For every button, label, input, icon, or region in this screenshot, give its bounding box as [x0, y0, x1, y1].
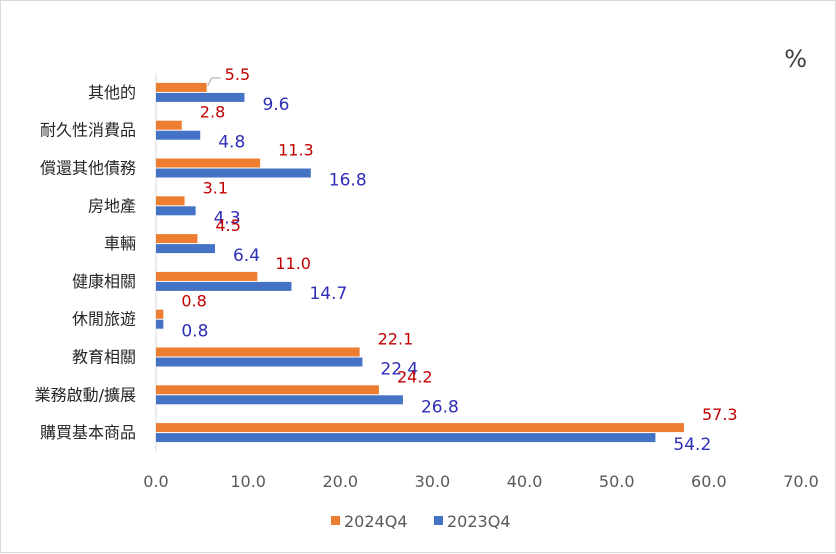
data-label-2024q4: 11.3	[278, 141, 314, 160]
category-label: 其他的	[88, 83, 136, 102]
bar-2023q4	[156, 433, 656, 443]
legend-label-2024q4: 2024Q4	[344, 512, 408, 531]
data-label-2023q4: 16.8	[329, 171, 367, 191]
unit-label: %	[784, 45, 807, 73]
data-label-2023q4: 14.7	[309, 284, 347, 304]
category-label: 車輛	[104, 234, 136, 253]
bar-2023q4	[156, 92, 245, 102]
bar-2023q4	[156, 319, 164, 329]
x-tick-label: 50.0	[599, 472, 635, 491]
x-tick-label: 20.0	[322, 472, 358, 491]
data-label-2024q4: 22.1	[378, 330, 414, 349]
bar-2024q4	[156, 82, 207, 92]
bar-2024q4	[156, 385, 379, 395]
data-label-2024q4: 57.3	[702, 405, 738, 424]
bar-2023q4	[156, 206, 196, 216]
data-label-2023q4: 4.3	[214, 208, 241, 228]
x-tick-label: 70.0	[783, 472, 819, 491]
category-label: 休閒旅遊	[72, 310, 136, 329]
bar-2023q4	[156, 244, 215, 254]
category-label: 房地產	[88, 196, 136, 215]
data-label-2024q4: 5.5	[225, 65, 250, 84]
category-label: 健康相關	[72, 272, 136, 291]
bar-2024q4	[156, 234, 198, 244]
data-label-2024q4: 3.1	[203, 178, 228, 197]
x-axis-tick-labels: 0.0 10.0 20.0 30.0 40.0 50.0 60.0 70.0	[143, 472, 819, 491]
data-label-2024q4: 24.2	[397, 367, 433, 386]
bar-2024q4	[156, 196, 185, 206]
data-label-2023q4: 0.8	[181, 322, 208, 342]
x-tick-label: 10.0	[230, 472, 266, 491]
data-label-2023q4: 22.4	[380, 360, 418, 380]
data-label-2023q4: 26.8	[421, 397, 459, 417]
data-label-2024q4: 2.8	[200, 103, 225, 122]
category-labels: 其他的耐久性消費品償還其他債務房地產車輛健康相關休閒旅遊教育相關業務啟動/擴展購…	[35, 83, 136, 442]
x-tick-label: 40.0	[507, 472, 543, 491]
category-label: 償還其他債務	[40, 159, 136, 178]
bar-2024q4	[156, 309, 164, 319]
bar-2023q4	[156, 168, 311, 178]
bar-2024q4	[156, 271, 258, 281]
x-tick-label: 60.0	[691, 472, 727, 491]
data-label-2023q4: 54.2	[673, 435, 711, 455]
data-label-2024q4: 11.0	[275, 254, 311, 273]
bar-2024q4	[156, 347, 360, 357]
bar-2023q4	[156, 395, 403, 405]
legend-label-2023q4: 2023Q4	[447, 512, 511, 531]
legend: 2024Q4 2023Q4	[331, 512, 511, 531]
category-label: 教育相關	[72, 348, 136, 367]
leader-line	[207, 77, 221, 87]
bars	[156, 82, 684, 443]
bar-2023q4	[156, 357, 363, 367]
data-label-2024q4: 0.8	[181, 292, 206, 311]
bar-2023q4	[156, 281, 292, 291]
category-label: 耐久性消費品	[40, 121, 136, 140]
legend-swatch-2024q4	[331, 516, 340, 525]
bar-2024q4	[156, 423, 684, 433]
x-tick-label: 30.0	[415, 472, 451, 491]
data-label-2024q4: 4.5	[215, 216, 240, 235]
x-tick-label: 0.0	[143, 472, 168, 491]
bar-2024q4	[156, 120, 182, 130]
bar-2023q4	[156, 130, 201, 140]
category-label: 購買基本商品	[40, 423, 136, 442]
data-label-2023q4: 4.8	[218, 133, 245, 153]
category-label: 業務啟動/擴展	[35, 385, 136, 404]
data-label-2023q4: 9.6	[262, 95, 289, 115]
bar-2024q4	[156, 158, 261, 168]
data-label-2023q4: 6.4	[233, 246, 260, 266]
legend-swatch-2023q4	[434, 516, 443, 525]
value-labels: 5.5 9.6 2.8 4.8 11.3 16.8 3.1 4.34.5 6.4 11.0 14.7…	[181, 65, 737, 455]
